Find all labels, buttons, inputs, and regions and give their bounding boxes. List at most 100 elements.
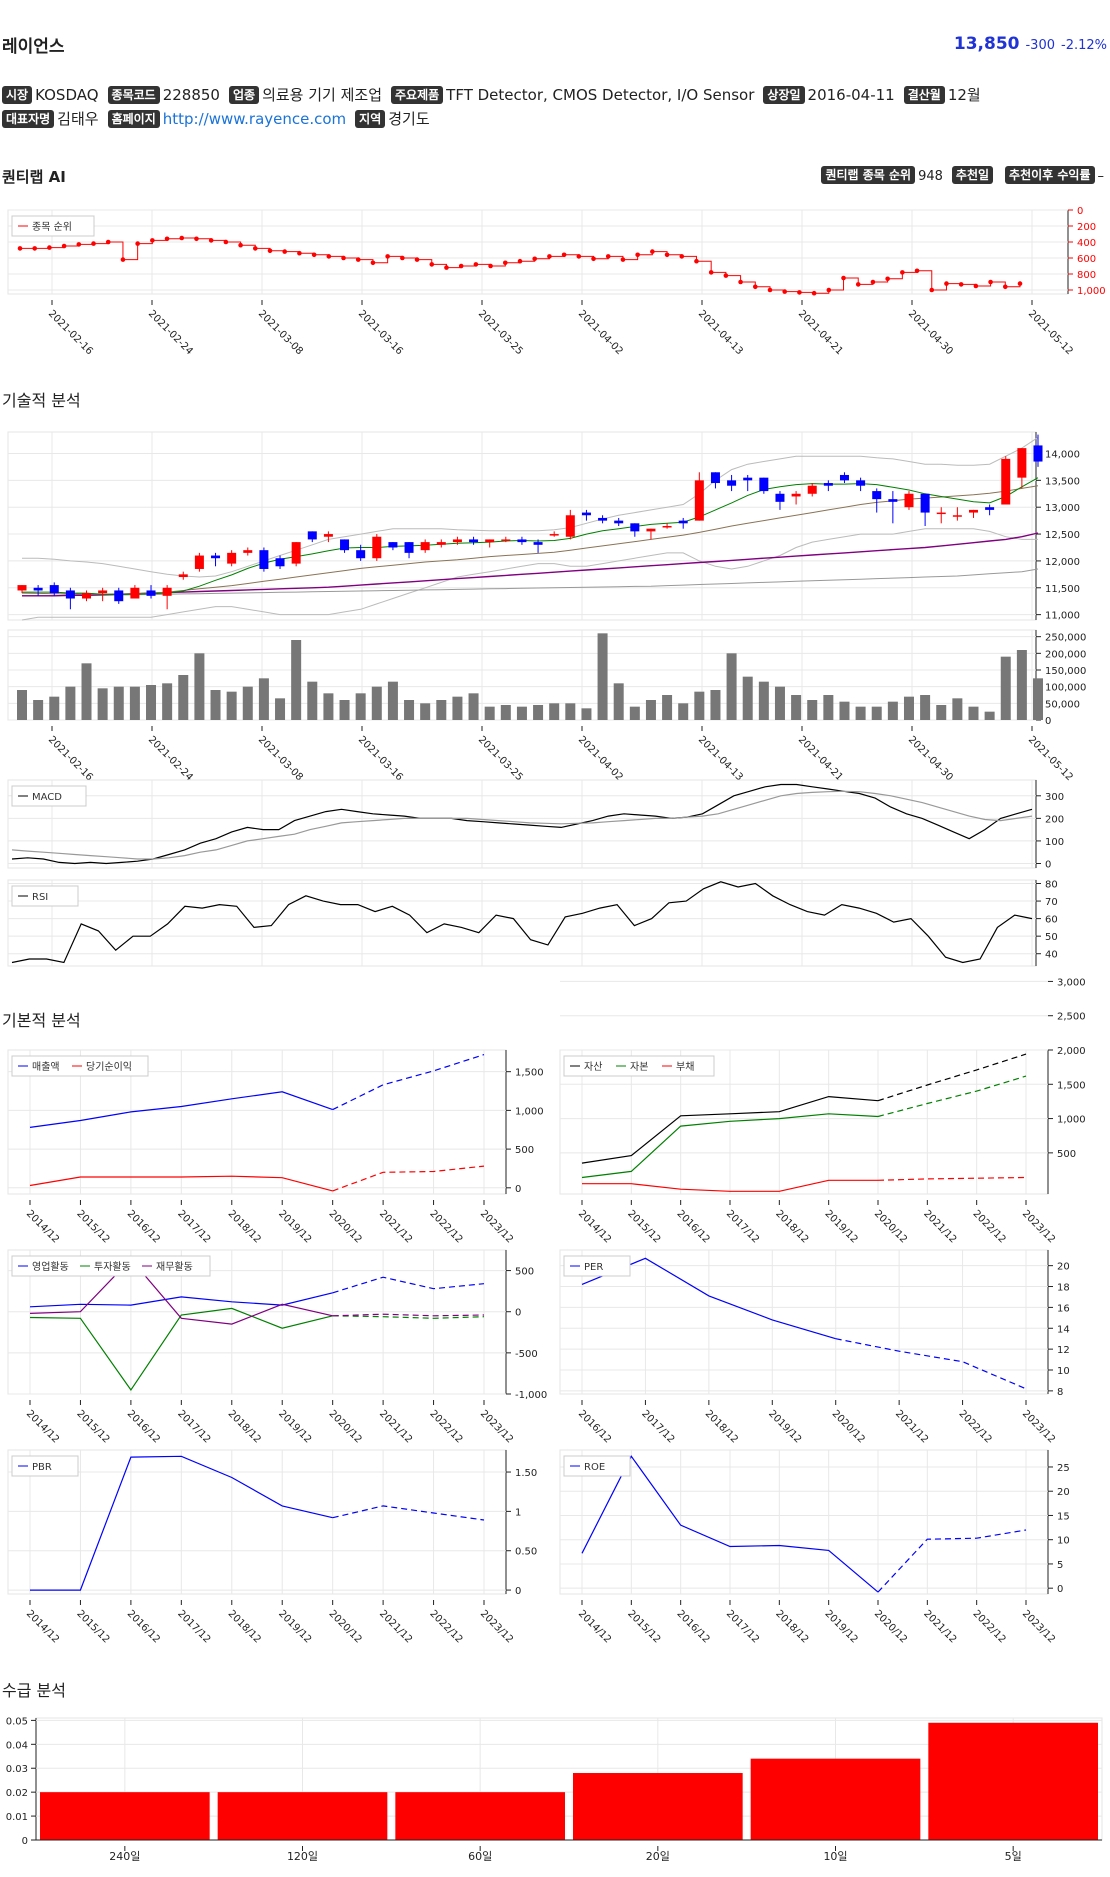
volume-bar <box>210 690 221 720</box>
y-tick-label: 1,000 <box>1077 286 1106 297</box>
x-tick-label: 2021-02-16 <box>46 308 95 357</box>
volume-bar <box>903 696 914 720</box>
volume-bar <box>97 688 108 720</box>
candle-body <box>791 493 801 497</box>
x-tick-label: 2021-05-12 <box>1026 308 1075 357</box>
candle-body <box>968 509 978 513</box>
homepage-badge: 홈페이지 <box>107 110 160 128</box>
rank-point <box>502 260 508 266</box>
code-value: 228850 <box>162 86 220 104</box>
candle-body <box>775 493 785 502</box>
rank-point <box>679 254 685 259</box>
volume-bar <box>162 683 173 720</box>
y-tick-label: 11,000 <box>1045 611 1080 622</box>
homepage-link[interactable]: http://www.rayence.com <box>162 110 347 128</box>
candle-body <box>404 542 414 553</box>
rank-line <box>20 237 1021 294</box>
rank-point <box>282 249 288 254</box>
x-tick-label: 2017/12 <box>639 1408 676 1445</box>
rank-point <box>400 255 405 261</box>
x-tick-label: 2022/12 <box>427 1408 464 1445</box>
x-tick-label: 5일 <box>1005 1849 1022 1863</box>
rec-date-badge: 추천일 <box>951 166 994 184</box>
volume-bar <box>226 691 237 720</box>
y-tick-label: 18 <box>1057 1283 1070 1294</box>
y-tick-label: 11,500 <box>1045 584 1080 595</box>
x-tick-label: 2017/12 <box>724 1608 761 1645</box>
code-badge: 종목코드 <box>107 86 160 104</box>
rank-point <box>914 268 920 274</box>
rank-point <box>620 257 626 262</box>
candle-body <box>533 542 543 545</box>
series-line <box>29 1292 333 1308</box>
rank-point <box>576 254 582 259</box>
rank-point <box>76 242 82 247</box>
y-tick-label: 0 <box>1077 206 1083 217</box>
rank-point <box>797 290 802 295</box>
y-tick-label: 8 <box>1057 1387 1063 1398</box>
price-block: 13,850 -300 -2.12% <box>954 34 1107 54</box>
candle-body <box>856 480 866 486</box>
x-tick-label: 2021-04-02 <box>576 734 625 783</box>
candle-body <box>452 539 462 543</box>
series-line <box>11 783 1033 865</box>
candle-body <box>727 480 737 486</box>
candle-body <box>194 555 204 569</box>
candle-body <box>130 587 140 599</box>
rank-point <box>958 282 964 287</box>
x-tick-label: 2020/12 <box>872 1208 909 1245</box>
y-tick-label: 1,000 <box>1057 1115 1086 1126</box>
series-line <box>582 1179 878 1192</box>
x-tick-label: 10일 <box>823 1849 847 1863</box>
rank-point <box>782 289 788 294</box>
volume-bar <box>1000 656 1011 720</box>
x-tick-label: 2021-04-21 <box>796 308 845 357</box>
y-tick-label: 0.03 <box>6 1764 28 1775</box>
rank-point <box>355 257 361 262</box>
rank-point <box>208 238 214 243</box>
x-tick-label: 2016/12 <box>125 1608 162 1645</box>
candle-body <box>372 536 382 559</box>
rank-point <box>458 263 464 269</box>
listed-value: 2016-04-11 <box>807 86 895 104</box>
x-tick-label: 2023/12 <box>478 1208 515 1245</box>
rank-point <box>429 262 435 267</box>
candle-body <box>501 539 511 541</box>
rank-point <box>885 276 890 282</box>
x-tick-label: 60일 <box>468 1849 492 1863</box>
legend-label: PER <box>584 1262 603 1273</box>
candle-body <box>549 534 559 536</box>
legend-box <box>563 1055 715 1077</box>
rank-point <box>164 236 170 242</box>
y-tick-label: 10 <box>1057 1366 1070 1377</box>
candle-body <box>49 585 59 594</box>
flow-bar <box>395 1792 565 1840</box>
y-tick-label: 500 <box>515 1267 534 1278</box>
rank-point <box>267 248 273 254</box>
legend-label: 자본 <box>630 1061 648 1073</box>
volume-bar <box>1016 650 1027 720</box>
legend-box <box>11 885 79 907</box>
volume-bar <box>355 693 366 720</box>
rank-point <box>91 241 96 246</box>
x-tick-label: 2015/12 <box>74 1608 111 1645</box>
candle-body <box>469 539 479 543</box>
x-tick-label: 2020/12 <box>830 1408 867 1445</box>
legend-label: ROE <box>584 1462 605 1473</box>
rank-point <box>341 255 346 261</box>
y-tick-label: 0 <box>515 1308 521 1319</box>
volume-bar <box>839 701 850 720</box>
volume-bar <box>920 695 931 720</box>
candle-body <box>872 491 882 500</box>
technical-section-title: 기술적 분석 <box>2 391 81 410</box>
x-tick-label: 2022/12 <box>427 1208 464 1245</box>
rank-point <box>47 245 52 250</box>
x-tick-label: 2018/12 <box>226 1408 263 1445</box>
y-tick-label: 80 <box>1045 880 1058 891</box>
fiscal-value: 12월 <box>947 86 981 104</box>
x-tick-label: 2021/12 <box>377 1208 414 1245</box>
rank-point <box>532 256 538 262</box>
candle-body <box>710 472 720 484</box>
rank-point <box>767 287 773 293</box>
volume-bar <box>146 685 157 720</box>
